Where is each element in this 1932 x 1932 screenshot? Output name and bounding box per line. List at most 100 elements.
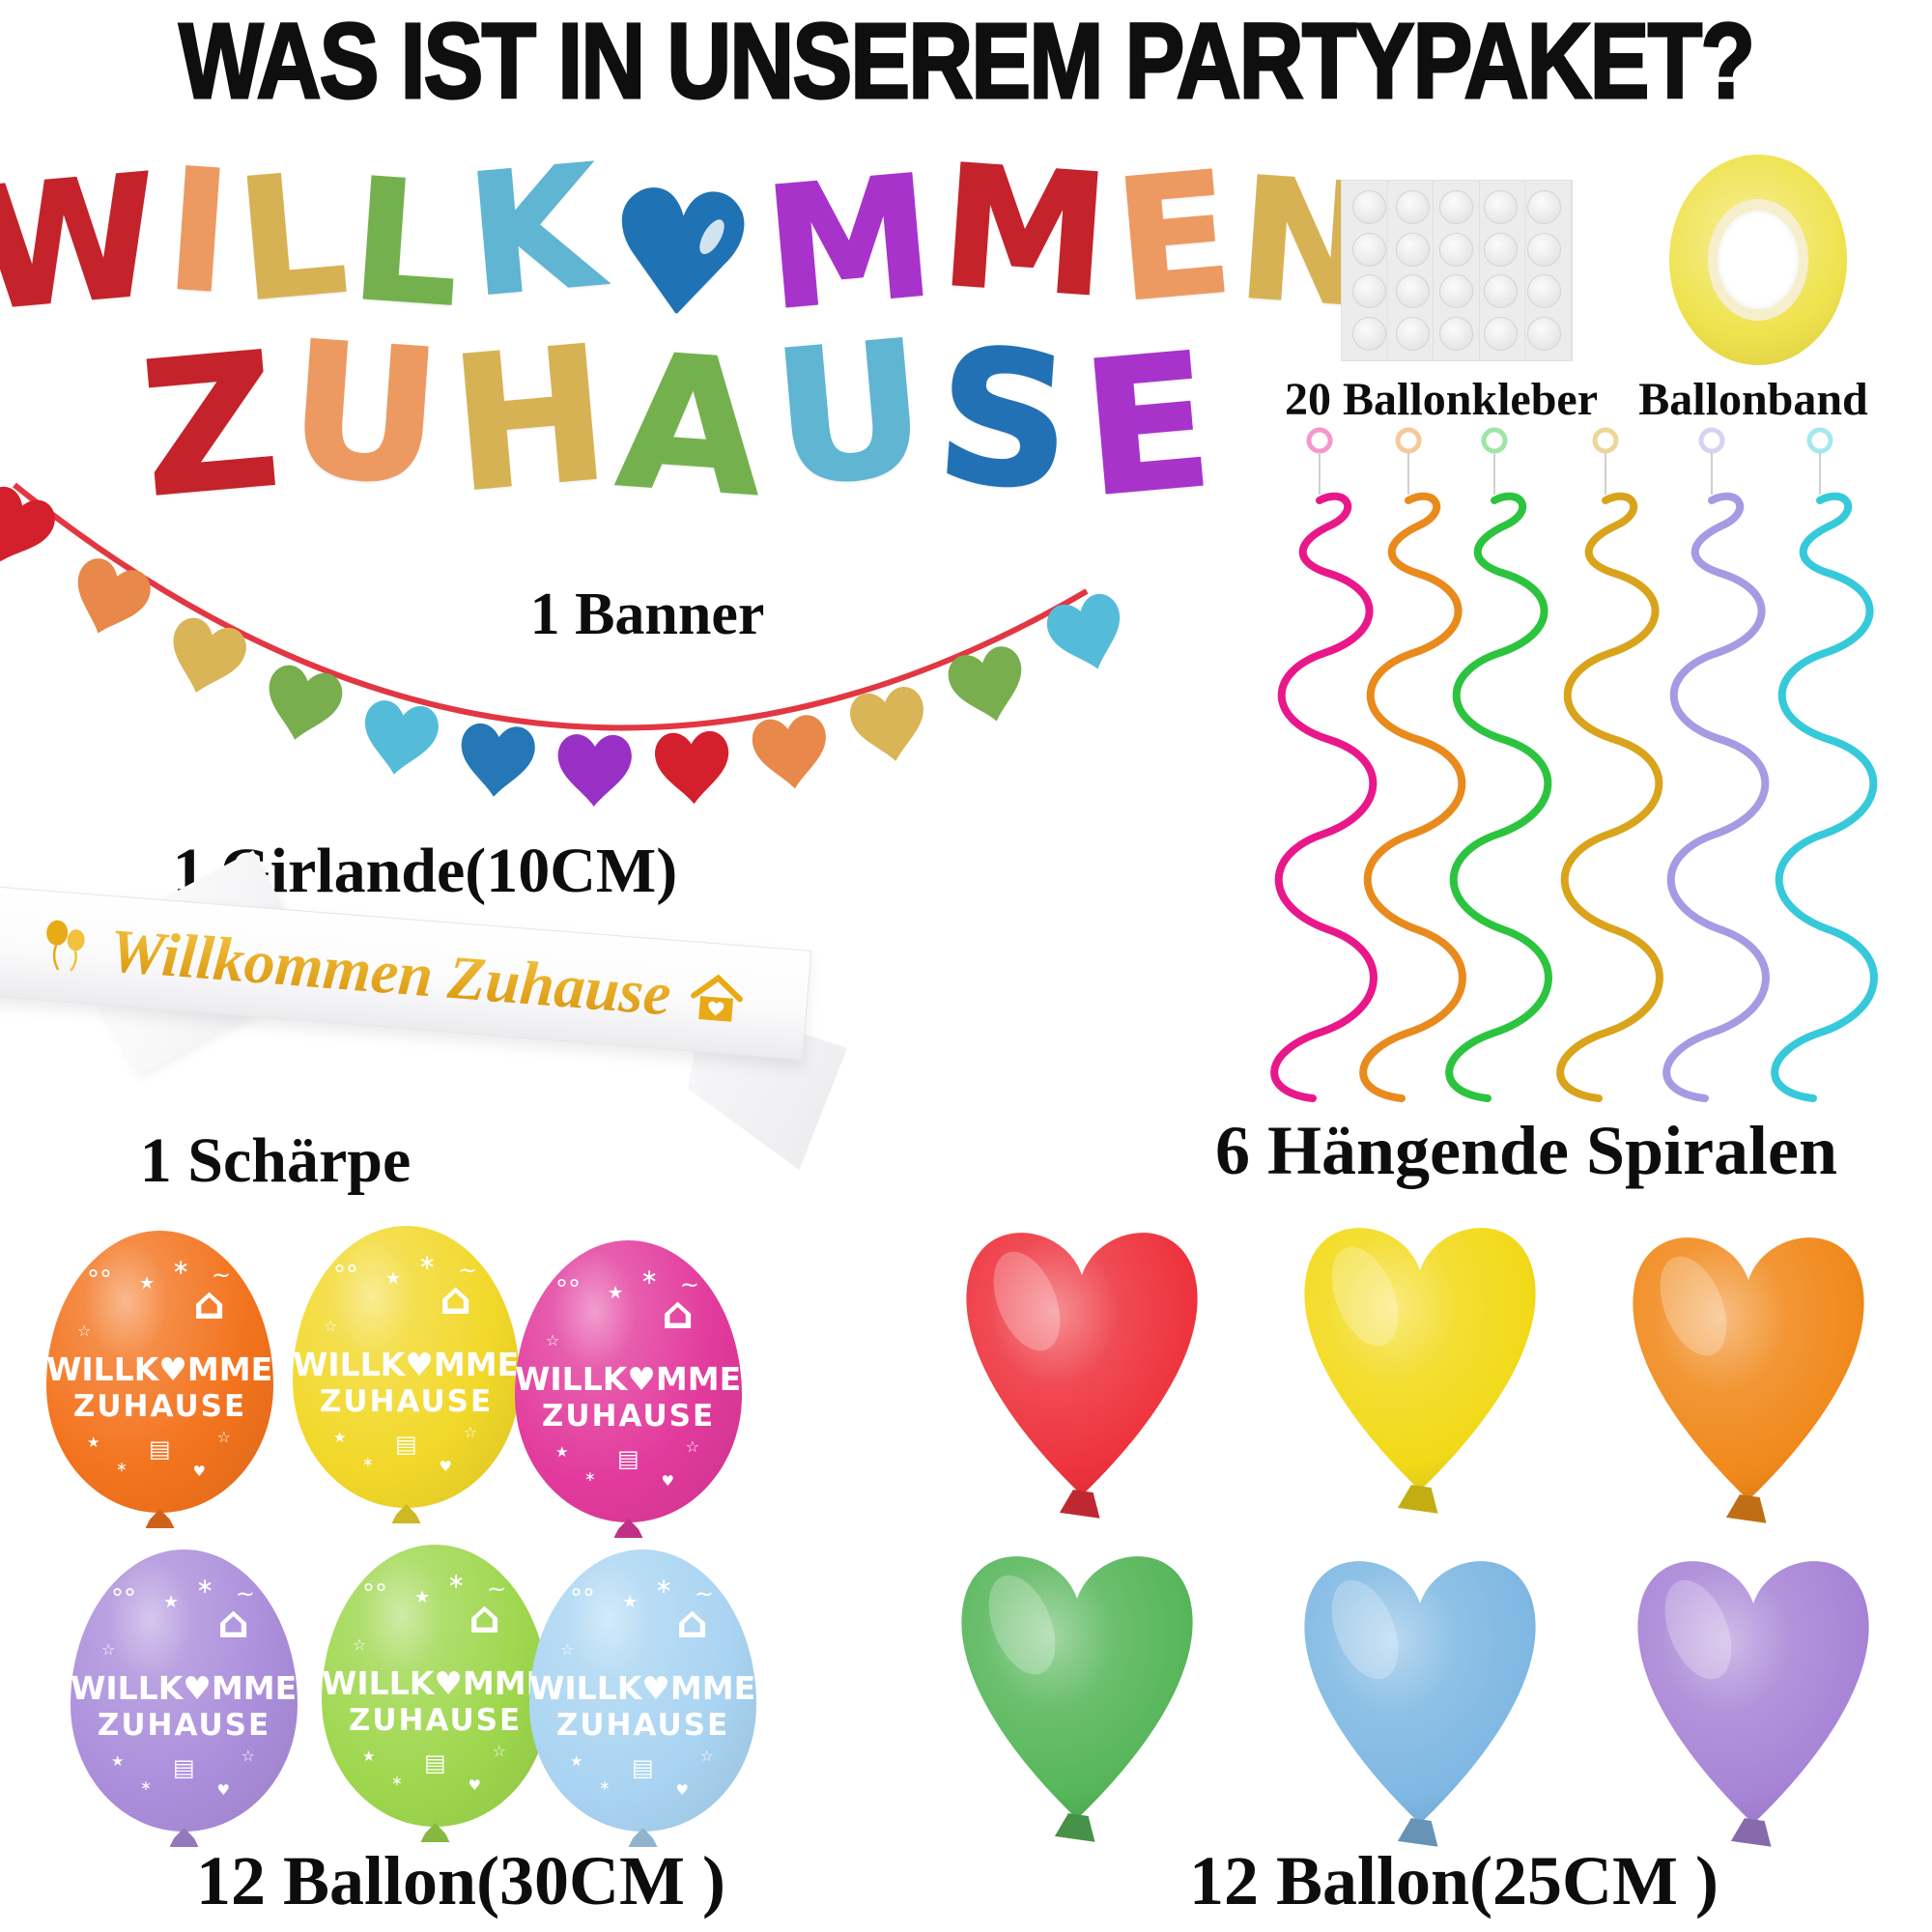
garland-heart <box>850 687 923 761</box>
sparkle-icon: ∗ <box>447 1570 466 1594</box>
heart-icon: ♥ <box>661 1472 674 1490</box>
heart-balloon-body <box>1304 1228 1536 1491</box>
glue-dot <box>1396 190 1431 225</box>
confetti-icon: °° <box>570 1584 595 1613</box>
hanging-spiral <box>1771 427 1878 1102</box>
garland-heart <box>655 731 729 805</box>
glue-dot <box>1483 274 1518 309</box>
heart-balloon <box>1637 1561 1869 1847</box>
banner-letter: M <box>934 128 1116 335</box>
heart-balloon-knot <box>1054 1813 1095 1842</box>
spiral-ring <box>1592 427 1619 454</box>
star-outline-icon: ☆ <box>216 1428 231 1446</box>
star-icon: ★ <box>385 1268 402 1289</box>
spiral-ring <box>1481 427 1508 454</box>
heart-balloon-highlight <box>988 1575 1056 1675</box>
heart-balloon-highlight <box>1331 1246 1399 1347</box>
heart-balloon-knot <box>1725 1494 1767 1523</box>
glue-dot <box>1439 274 1474 309</box>
balloon-print-line1: WILLK♥MMEN <box>71 1669 324 1707</box>
star-icon: ★ <box>622 1592 639 1612</box>
house-icon: ⌂ <box>217 1596 249 1648</box>
sash-label: 1 Schärpe <box>139 1125 412 1196</box>
balloon-knot <box>420 1823 450 1842</box>
heart-balloon-body <box>961 1556 1193 1819</box>
glue-dot <box>1352 232 1387 267</box>
house-icon: ⌂ <box>676 1596 708 1648</box>
house-icon: ⌂ <box>193 1277 225 1329</box>
balloon-print: °° ★ ∗ ~ ⌂ ☆ ★ ▤ ☆ ♥ ∗ WILLK♥MMEN ZUHAUSE <box>293 1226 546 1508</box>
spiral-swirl <box>1445 492 1552 1102</box>
star-icon: ★ <box>111 1752 125 1770</box>
cake-icon: ▤ <box>149 1435 171 1463</box>
spiral-ring <box>1698 427 1725 454</box>
heart-balloons-label: 12 Ballon(25CM ) <box>1189 1842 1719 1919</box>
swirl-icon: ~ <box>211 1262 231 1289</box>
balloon-print-line2: ZUHAUSE <box>97 1708 271 1743</box>
garland-heart <box>0 487 55 562</box>
spirals-label: 6 Hängende Spiralen <box>1214 1112 1838 1189</box>
ribbon-roll-hole <box>1718 211 1799 309</box>
star-outline-icon: ☆ <box>560 1640 575 1659</box>
round-balloon: °° ★ ∗ ~ ⌂ ☆ ★ ▤ ☆ ♥ ∗ WILLK♥MMEN ZUHAUSE <box>71 1549 324 1847</box>
hanging-spiral <box>1359 427 1466 1102</box>
confetti-icon: °° <box>111 1584 136 1613</box>
star-icon: ★ <box>87 1434 100 1451</box>
balloon-print-line1: WILLK♥MMEN <box>529 1669 782 1707</box>
glue-dots-label: 20 Ballonkleber <box>1285 374 1599 425</box>
round-balloons-label: 12 Ballon(30CM ) <box>196 1842 725 1919</box>
glue-dot <box>1439 232 1474 267</box>
sparkle-icon: ∗ <box>362 1455 374 1470</box>
sparkle-icon: ∗ <box>196 1575 214 1599</box>
glue-dot <box>1396 232 1431 267</box>
cake-icon: ▤ <box>617 1445 639 1472</box>
garland-heart <box>461 724 535 797</box>
spiral-swirl <box>1771 492 1878 1102</box>
house-icon: ⌂ <box>440 1272 471 1324</box>
banner-letter: L <box>345 141 467 345</box>
spiral-swirl <box>1662 492 1770 1102</box>
glue-dot <box>1483 232 1518 267</box>
sparkle-icon: ∗ <box>655 1575 673 1599</box>
garland-heart <box>1046 594 1121 669</box>
star-outline-icon: ☆ <box>101 1640 116 1659</box>
star-icon: ★ <box>333 1429 347 1446</box>
ribbon-roll-label: Ballonband <box>1638 374 1868 425</box>
spiral-ring <box>1806 427 1833 454</box>
round-balloon: °° ★ ∗ ~ ⌂ ☆ ★ ▤ ☆ ♥ ∗ WILLK♥MMEN ZUHAUSE <box>293 1226 546 1523</box>
house-icon: ⌂ <box>469 1591 500 1643</box>
confetti-icon: °° <box>333 1261 358 1290</box>
heart-balloon-body <box>1637 1561 1869 1824</box>
balloon-knot <box>145 1509 175 1528</box>
swirl-icon: ~ <box>457 1257 477 1284</box>
garland-heart <box>752 715 826 789</box>
garland-heart <box>948 646 1022 722</box>
sparkle-icon: ∗ <box>391 1774 403 1789</box>
glue-dot <box>1352 274 1387 309</box>
heart-balloon-body <box>1304 1561 1536 1824</box>
star-outline-icon: ☆ <box>241 1747 255 1765</box>
balloon-print-line1: WILLK♥MMEN <box>515 1360 768 1398</box>
heart-balloon-knot <box>1059 1490 1100 1519</box>
heart-balloon <box>966 1233 1198 1519</box>
poster-header: WAS IST IN UNSEREM PARTYPAKET? <box>0 5 1932 119</box>
star-icon: ★ <box>362 1747 376 1765</box>
glue-dots-sheet <box>1341 180 1573 361</box>
heart-icon: ♥ <box>439 1458 452 1475</box>
glue-dot <box>1396 316 1431 351</box>
sparkle-icon: ∗ <box>418 1251 437 1275</box>
garland-heart <box>365 700 439 775</box>
balloon-print-line2: ZUHAUSE <box>555 1708 730 1743</box>
banner-label: 1 Banner <box>529 582 765 647</box>
cake-icon: ▤ <box>173 1754 195 1781</box>
star-outline-icon: ☆ <box>685 1437 699 1456</box>
glue-dot <box>1526 232 1561 267</box>
balloon-print: °° ★ ∗ ~ ⌂ ☆ ★ ▤ ☆ ♥ ∗ WILLK♥MMEN ZUHAUSE <box>46 1231 299 1513</box>
sparkle-icon: ∗ <box>599 1778 611 1794</box>
balloon-print: °° ★ ∗ ~ ⌂ ☆ ★ ▤ ☆ ♥ ∗ WILLK♥MMEN ZUHAUSE <box>515 1240 768 1522</box>
star-outline-icon: ☆ <box>463 1423 477 1441</box>
heart-balloon <box>961 1556 1193 1842</box>
sparkle-icon: ∗ <box>172 1256 190 1280</box>
swirl-icon: ~ <box>235 1580 255 1607</box>
heart-balloon-highlight <box>1331 1579 1399 1680</box>
